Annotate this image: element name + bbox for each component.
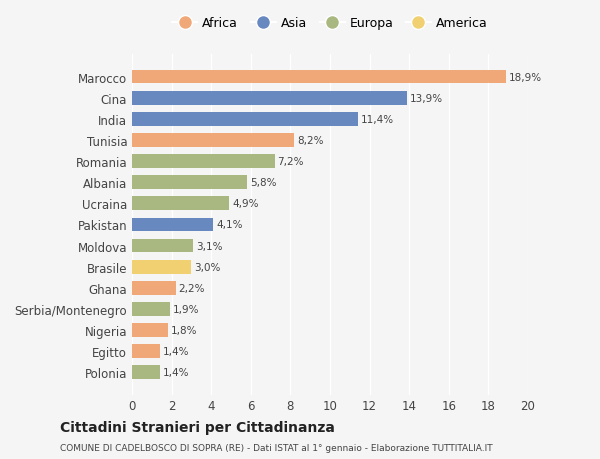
Legend: Africa, Asia, Europa, America: Africa, Asia, Europa, America	[172, 17, 488, 30]
Bar	[132, 260, 191, 274]
Text: 13,9%: 13,9%	[410, 94, 443, 103]
Text: 1,4%: 1,4%	[163, 347, 189, 356]
Text: Cittadini Stranieri per Cittadinanza: Cittadini Stranieri per Cittadinanza	[60, 420, 335, 435]
Bar	[132, 197, 229, 211]
Bar	[132, 302, 170, 316]
Bar	[132, 324, 167, 337]
Text: 7,2%: 7,2%	[278, 157, 304, 167]
Text: 18,9%: 18,9%	[509, 73, 542, 82]
Bar	[132, 239, 193, 253]
Bar	[132, 281, 176, 295]
Text: 3,1%: 3,1%	[196, 241, 223, 251]
Bar	[132, 176, 247, 190]
Text: 3,0%: 3,0%	[194, 262, 221, 272]
Text: 8,2%: 8,2%	[298, 135, 324, 146]
Text: 11,4%: 11,4%	[361, 115, 394, 124]
Bar	[132, 218, 213, 232]
Text: 5,8%: 5,8%	[250, 178, 277, 188]
Text: 4,9%: 4,9%	[232, 199, 259, 209]
Text: 1,4%: 1,4%	[163, 368, 189, 377]
Text: 1,8%: 1,8%	[170, 325, 197, 335]
Bar	[132, 92, 407, 105]
Text: 4,1%: 4,1%	[216, 220, 242, 230]
Bar	[132, 112, 358, 126]
Bar	[132, 366, 160, 379]
Bar	[132, 134, 295, 147]
Text: 2,2%: 2,2%	[179, 283, 205, 293]
Text: COMUNE DI CADELBOSCO DI SOPRA (RE) - Dati ISTAT al 1° gennaio - Elaborazione TUT: COMUNE DI CADELBOSCO DI SOPRA (RE) - Dat…	[60, 443, 493, 452]
Bar	[132, 155, 275, 168]
Bar	[132, 345, 160, 358]
Bar	[132, 71, 506, 84]
Text: 1,9%: 1,9%	[173, 304, 199, 314]
